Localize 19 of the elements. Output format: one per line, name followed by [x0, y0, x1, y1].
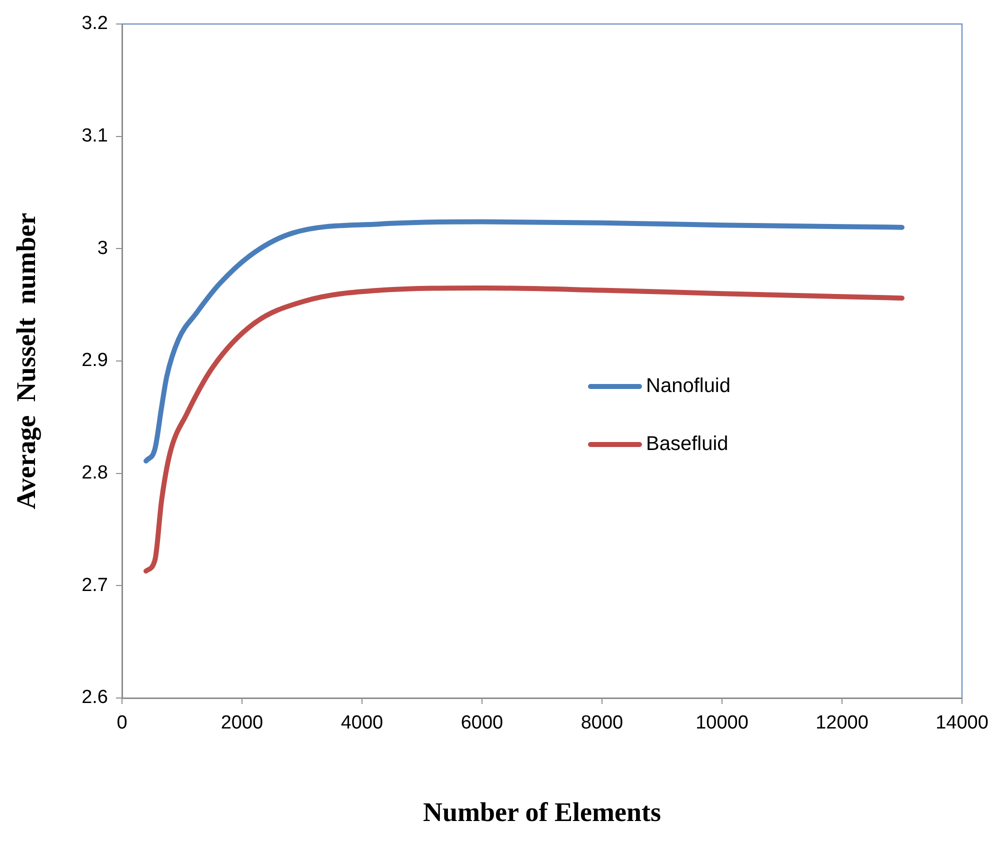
legend-label: Nanofluid [646, 374, 731, 398]
y-tick-label: 3.1 [82, 126, 108, 147]
y-tick-label: 2.6 [82, 687, 108, 708]
x-tick-label: 2000 [220, 712, 264, 734]
x-tick-label: 12000 [816, 712, 868, 734]
x-axis-title: Number of Elements [423, 796, 661, 827]
y-tick-label: 2.8 [82, 462, 108, 484]
legend-label: Basefluid [646, 432, 728, 456]
x-tick-label: 6000 [460, 712, 504, 734]
x-tick-label: 0 [116, 712, 128, 734]
y-axis-title: Average Nusselt number [10, 212, 41, 510]
x-tick-label: 14000 [936, 712, 988, 734]
y-tick-label: 3 [97, 238, 108, 259]
x-tick-label: 8000 [580, 712, 624, 734]
y-tick-label: 2.9 [82, 350, 108, 372]
y-tick-label: 3.2 [82, 13, 108, 34]
x-tick-label: 4000 [340, 712, 384, 734]
x-tick-label: 10000 [696, 712, 748, 734]
y-tick-label: 2.7 [82, 574, 108, 596]
